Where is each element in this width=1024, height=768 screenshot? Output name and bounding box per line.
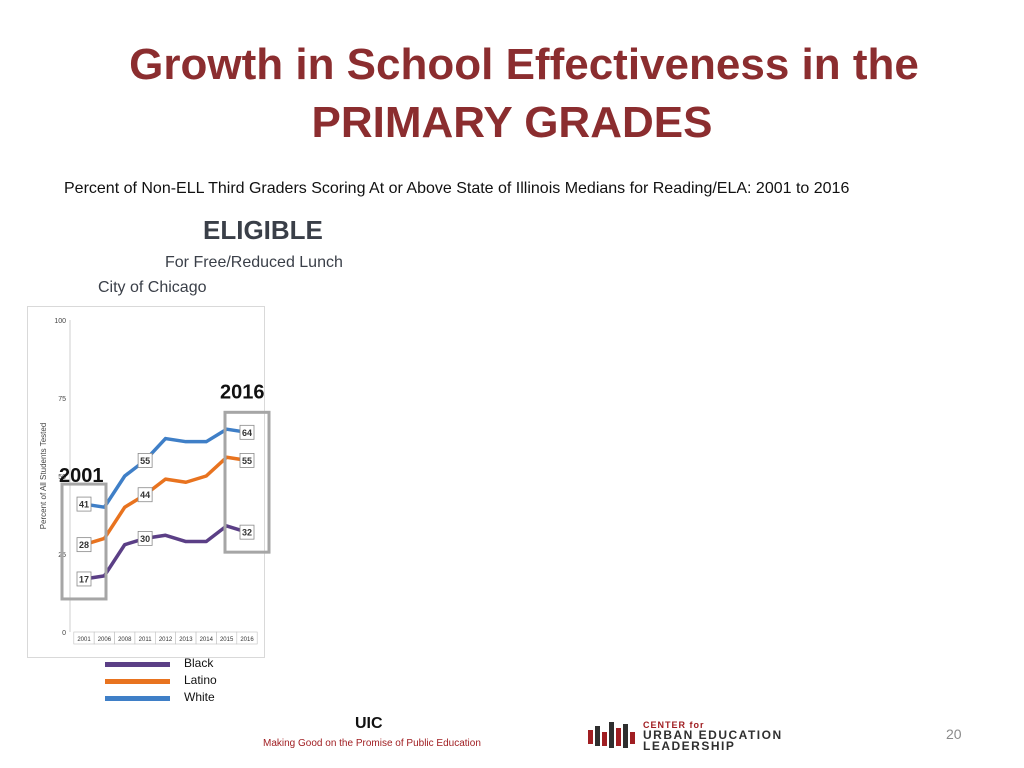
x-tick-label: 2011: [139, 637, 153, 643]
data-label: 64: [242, 428, 252, 438]
page-number: 20: [946, 726, 962, 742]
legend-swatch-latino: [105, 679, 170, 684]
data-label-box: [76, 537, 92, 553]
cuel-logo-line-3: LEADERSHIP: [643, 739, 736, 753]
highlight-label: 2016: [220, 381, 265, 403]
x-tick-cell: [236, 631, 258, 645]
data-point-white: [164, 437, 167, 440]
highlight-box: [60, 482, 108, 601]
x-tick-label: 2012: [159, 637, 173, 643]
data-label-box: [137, 487, 153, 503]
data-point-white: [123, 474, 127, 478]
region-label: City of Chicago: [98, 279, 207, 296]
group-sublabel: For Free/Reduced Lunch: [165, 254, 343, 271]
data-label: 44: [140, 490, 150, 500]
legend-label-latino: Latino: [184, 673, 217, 687]
series-line-white: [83, 427, 248, 509]
x-tick-label: 2013: [179, 637, 193, 643]
x-tick-label: 2006: [98, 637, 112, 643]
data-point-white: [184, 440, 188, 444]
data-label-box: [239, 524, 255, 540]
x-tick-label: 2001: [77, 637, 91, 643]
data-point-latino: [204, 474, 208, 478]
data-point-latino: [164, 477, 167, 481]
legend-label-black: Black: [184, 656, 214, 670]
x-tick-label: 2015: [220, 637, 234, 643]
legend-swatch-white: [105, 696, 170, 701]
uic-tagline: Making Good on the Promise of Public Edu…: [263, 738, 481, 749]
data-point-latino: [123, 505, 127, 509]
data-label: 55: [140, 456, 150, 466]
data-label-box: [137, 531, 153, 546]
slide-title-line-1: Growth in School Effectiveness in the: [129, 40, 919, 89]
data-label-box: [137, 452, 153, 468]
y-tick-label: 0: [62, 630, 66, 637]
x-tick-label: 2016: [240, 637, 254, 643]
chart-description: Percent of Non-ELL Third Graders Scoring…: [64, 180, 850, 197]
data-label-box: [239, 424, 255, 440]
y-axis-label: Percent of All Students Tested: [39, 423, 48, 530]
y-tick-label: 100: [54, 318, 66, 325]
legend-item-white: White: [105, 690, 265, 707]
x-tick-label: 2014: [200, 637, 214, 643]
data-point-black: [123, 543, 127, 547]
cuel-logo-line-1: CENTER for: [643, 720, 705, 730]
uic-wordmark: UIC: [355, 715, 383, 732]
data-label-box: [239, 452, 255, 468]
legend-item-latino: Latino: [105, 673, 265, 690]
data-point-black: [184, 540, 188, 543]
data-label: 28: [79, 540, 89, 550]
y-tick-label: 50: [58, 474, 66, 481]
data-label: 17: [79, 574, 89, 584]
legend-swatch-black: [105, 662, 170, 667]
highlight-label: 2001: [59, 465, 104, 487]
cuel-logo: CENTER for URBAN EDUCATION LEADERSHIP: [588, 720, 818, 752]
data-label: 32: [242, 528, 252, 538]
data-label: 30: [140, 534, 150, 544]
cuel-logo-icon: [588, 722, 635, 748]
slide-title-line-2: PRIMARY GRADES: [311, 98, 713, 147]
data-label-box: [76, 496, 92, 512]
data-point-latino: [184, 480, 188, 484]
data-point-black: [204, 540, 208, 543]
data-label: 55: [242, 456, 252, 466]
data-point-white: [204, 440, 208, 444]
data-label-box: [76, 571, 92, 587]
group-label: ELIGIBLE: [203, 215, 323, 245]
x-tick-label: 2008: [118, 637, 132, 643]
highlight-box: [223, 410, 271, 554]
legend-item-black: Black: [105, 656, 265, 673]
data-label: 41: [79, 500, 89, 510]
legend-label-white: White: [184, 690, 215, 704]
y-tick-label: 75: [58, 396, 66, 403]
cuel-logo-line-2: URBAN EDUCATION: [643, 728, 783, 742]
data-point-black: [164, 533, 167, 537]
